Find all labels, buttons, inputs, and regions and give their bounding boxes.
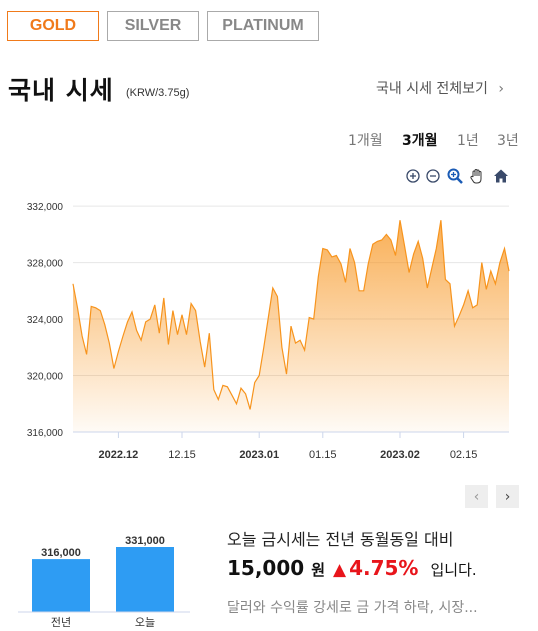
compare-bar [32, 559, 90, 612]
tab-gold[interactable]: GOLD [7, 11, 99, 41]
period-1m[interactable]: 1개월 [348, 133, 383, 149]
y-tick-label: 324,000 [27, 315, 64, 326]
x-tick-label: 2023.01 [239, 449, 279, 461]
chevron-right-icon: › [504, 488, 511, 505]
compare-bar-category: 전년 [51, 616, 71, 629]
page-title: 국내 시세 [8, 76, 114, 105]
x-tick-label: 2022.12 [99, 449, 139, 461]
currency-label: 원 [311, 561, 325, 579]
compare-bar-category: 오늘 [135, 616, 155, 629]
compare-bar-value: 331,000 [125, 535, 165, 547]
y-tick-label: 332,000 [27, 202, 64, 213]
x-tick-label: 2023.02 [380, 449, 420, 461]
compare-bar-value: 316,000 [41, 547, 81, 559]
home-icon[interactable] [493, 168, 509, 184]
zoom-in-icon[interactable] [405, 168, 421, 184]
y-tick-label: 316,000 [27, 428, 64, 439]
year-compare-bar-chart: 316,000 전년 331,000 오늘 [18, 535, 190, 629]
view-all-link[interactable]: 국내 시세 전체보기 › [376, 78, 504, 98]
y-tick-label: 320,000 [27, 372, 64, 383]
chart-prev-button[interactable]: ‹ [465, 485, 488, 508]
news-headline-link[interactable]: 달러와 수익률 강세로 금 가격 하락, 시장... [227, 600, 478, 616]
y-tick-label: 328,000 [27, 259, 64, 270]
pan-hand-icon[interactable] [469, 168, 485, 184]
compare-sentence: 오늘 금시세는 전년 동월동일 대비 [227, 530, 454, 549]
period-1y[interactable]: 1년 [457, 133, 479, 149]
chevron-left-icon: ‹ [473, 488, 480, 505]
tab-silver[interactable]: SILVER [107, 11, 199, 41]
chart-next-button[interactable]: › [496, 485, 519, 508]
price-area-chart[interactable]: 332,000 328,000 324,000 320,000 316,000 2022.… [0, 180, 538, 470]
magnify-icon[interactable] [447, 168, 463, 184]
change-percent: 4.75% [349, 556, 419, 580]
up-arrow-icon: ▲ [333, 560, 347, 580]
chevron-right-icon: › [498, 81, 505, 97]
change-amount: 15,000 [227, 556, 305, 580]
unit-label: (KRW/3.75g) [126, 87, 190, 99]
compare-suffix: 입니다. [430, 561, 477, 579]
view-all-label: 국내 시세 전체보기 [376, 81, 488, 97]
compare-result: 15,000 원 ▲ 4.75% 입니다. [227, 556, 477, 580]
x-tick-label: 01.15 [309, 449, 337, 461]
price-series-line [72, 220, 510, 410]
x-tick-label: 02.15 [450, 449, 478, 461]
zoom-out-icon[interactable] [425, 168, 441, 184]
period-3y[interactable]: 3년 [497, 133, 519, 149]
compare-bar [116, 547, 174, 612]
period-3m[interactable]: 3개월 [402, 133, 438, 149]
tab-platinum[interactable]: PLATINUM [207, 11, 319, 41]
x-tick-label: 12.15 [168, 449, 196, 461]
